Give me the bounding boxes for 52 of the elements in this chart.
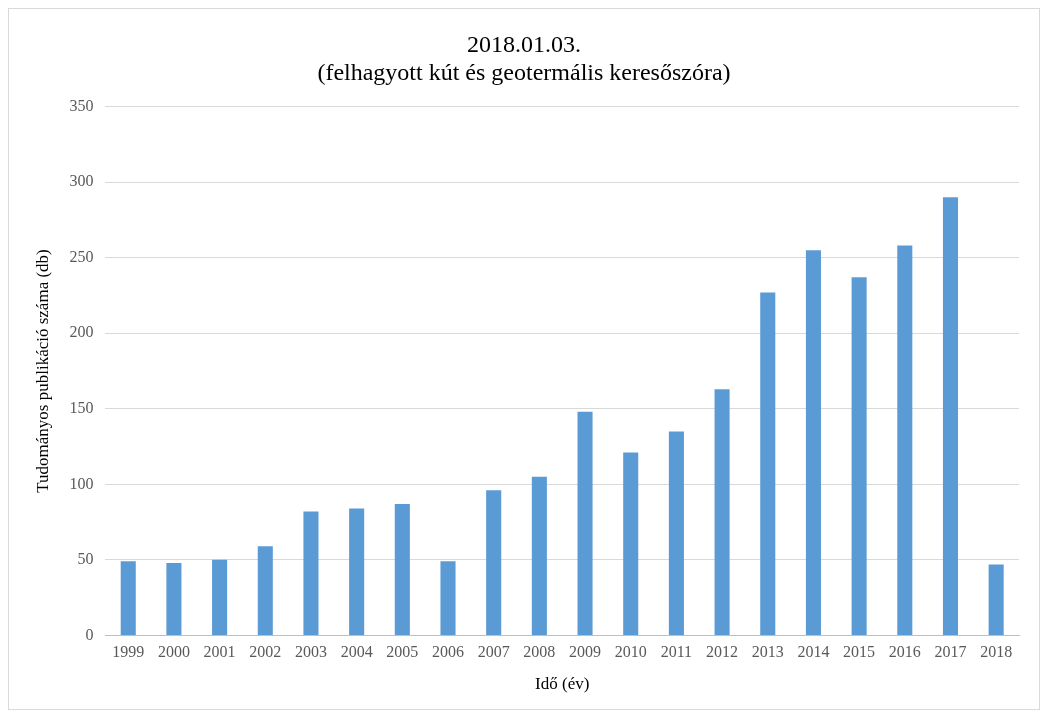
y-tick-label: 50 (77, 550, 94, 568)
bar (349, 508, 365, 635)
x-tick-label: 2001 (203, 643, 236, 661)
bar (440, 561, 456, 635)
x-tick-label: 2008 (523, 643, 556, 661)
y-axis-title: Tudományos publikáció száma (db) (32, 249, 52, 493)
bar (668, 431, 684, 635)
x-tick-label: 2007 (477, 643, 510, 661)
bar (942, 197, 959, 635)
x-tick-label: 2006 (432, 643, 464, 661)
y-tick-label: 0 (85, 625, 94, 643)
x-tick-label: 2017 (934, 643, 967, 661)
x-tick-label: 1999 (112, 643, 145, 661)
x-tick-label: 2018 (980, 643, 1013, 661)
bar (257, 546, 273, 635)
y-tick-label: 250 (69, 247, 94, 265)
x-tick-label: 2013 (751, 643, 784, 661)
bar (166, 562, 182, 635)
bar (851, 277, 867, 635)
x-tick-label: 2005 (386, 643, 419, 661)
bar (897, 245, 913, 635)
bar (486, 490, 502, 635)
x-tick-label: 2016 (888, 643, 921, 661)
x-tick-label: 2014 (797, 643, 830, 661)
bar (623, 452, 639, 635)
bar (303, 511, 319, 635)
x-tick-label: 2002 (249, 643, 282, 661)
x-tick-label: 2015 (843, 643, 876, 661)
x-tick-label: 2003 (294, 643, 327, 661)
bar (531, 476, 547, 635)
y-tick-label: 300 (69, 172, 94, 190)
x-tick-label: 2004 (340, 643, 373, 661)
x-tick-label: 2009 (569, 643, 602, 661)
y-tick-label: 200 (69, 323, 94, 341)
y-tick-label: 150 (69, 398, 94, 416)
x-tick-label: 2000 (157, 643, 190, 661)
bar (805, 250, 821, 635)
y-tick-label: 350 (69, 96, 94, 114)
y-tick-label: 100 (69, 474, 94, 492)
chart-subtitle: (felhagyott kút és geotermális keresőszóra) (317, 59, 731, 86)
bar (577, 411, 593, 635)
bar (988, 564, 1004, 635)
bar (212, 559, 228, 635)
bar (714, 389, 730, 635)
x-tick-label: 2011 (660, 643, 693, 661)
bar (394, 503, 410, 635)
chart-title: 2018.01.03. (467, 30, 581, 57)
bar (120, 561, 136, 635)
x-tick-label: 2010 (614, 643, 647, 661)
x-axis-title: Idő (év) (535, 674, 590, 694)
x-tick-label: 2012 (706, 643, 739, 661)
bar (760, 292, 776, 635)
